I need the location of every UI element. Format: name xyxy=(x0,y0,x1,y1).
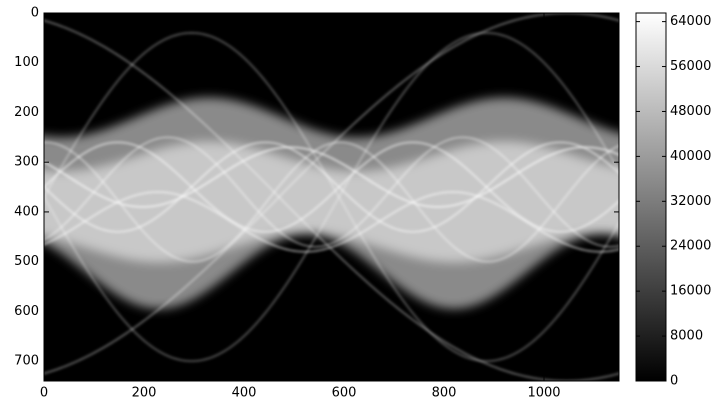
colorbar-tick-label: 56000 xyxy=(670,59,711,74)
trace xyxy=(44,31,619,363)
trace xyxy=(44,141,619,233)
y-tick-label: 500 xyxy=(14,254,39,269)
colorbar-tick-label: 48000 xyxy=(670,104,711,119)
x-tick-label: 800 xyxy=(432,386,457,401)
colorbar-tick-label: 16000 xyxy=(670,284,711,299)
trace xyxy=(44,141,619,263)
x-tick-label: 200 xyxy=(132,386,157,401)
trace xyxy=(44,141,619,233)
y-tick-label: 200 xyxy=(14,105,39,120)
y-tick-label: 700 xyxy=(14,354,39,369)
colorbar-tick-label: 24000 xyxy=(670,239,711,254)
trace xyxy=(44,191,619,253)
trace xyxy=(44,146,619,208)
colorbar-tick-label: 32000 xyxy=(670,194,711,209)
colorbar-tick-label: 8000 xyxy=(670,329,703,344)
band-core xyxy=(44,142,619,262)
y-tick-label: 0 xyxy=(31,6,39,21)
colorbar-tick-label: 0 xyxy=(670,374,678,389)
x-tick-label: 0 xyxy=(40,386,48,401)
image-content xyxy=(44,97,619,309)
colorbar-tick-label: 40000 xyxy=(670,149,711,164)
y-tick-label: 300 xyxy=(14,155,39,170)
trace xyxy=(44,31,619,363)
y-tick-label: 400 xyxy=(14,204,39,219)
x-tick-label: 600 xyxy=(332,386,357,401)
traces xyxy=(44,13,619,381)
trace xyxy=(44,19,619,381)
colorbar xyxy=(635,12,667,382)
y-tick-label: 100 xyxy=(14,55,39,70)
trace xyxy=(44,136,619,248)
colorbar-tick-label: 64000 xyxy=(670,14,711,29)
image xyxy=(44,13,619,381)
y-tick-label: 600 xyxy=(14,304,39,319)
x-tick-label: 400 xyxy=(232,386,257,401)
axes-frame xyxy=(43,12,620,382)
x-tick-label: 1000 xyxy=(527,386,560,401)
trace xyxy=(44,13,619,375)
